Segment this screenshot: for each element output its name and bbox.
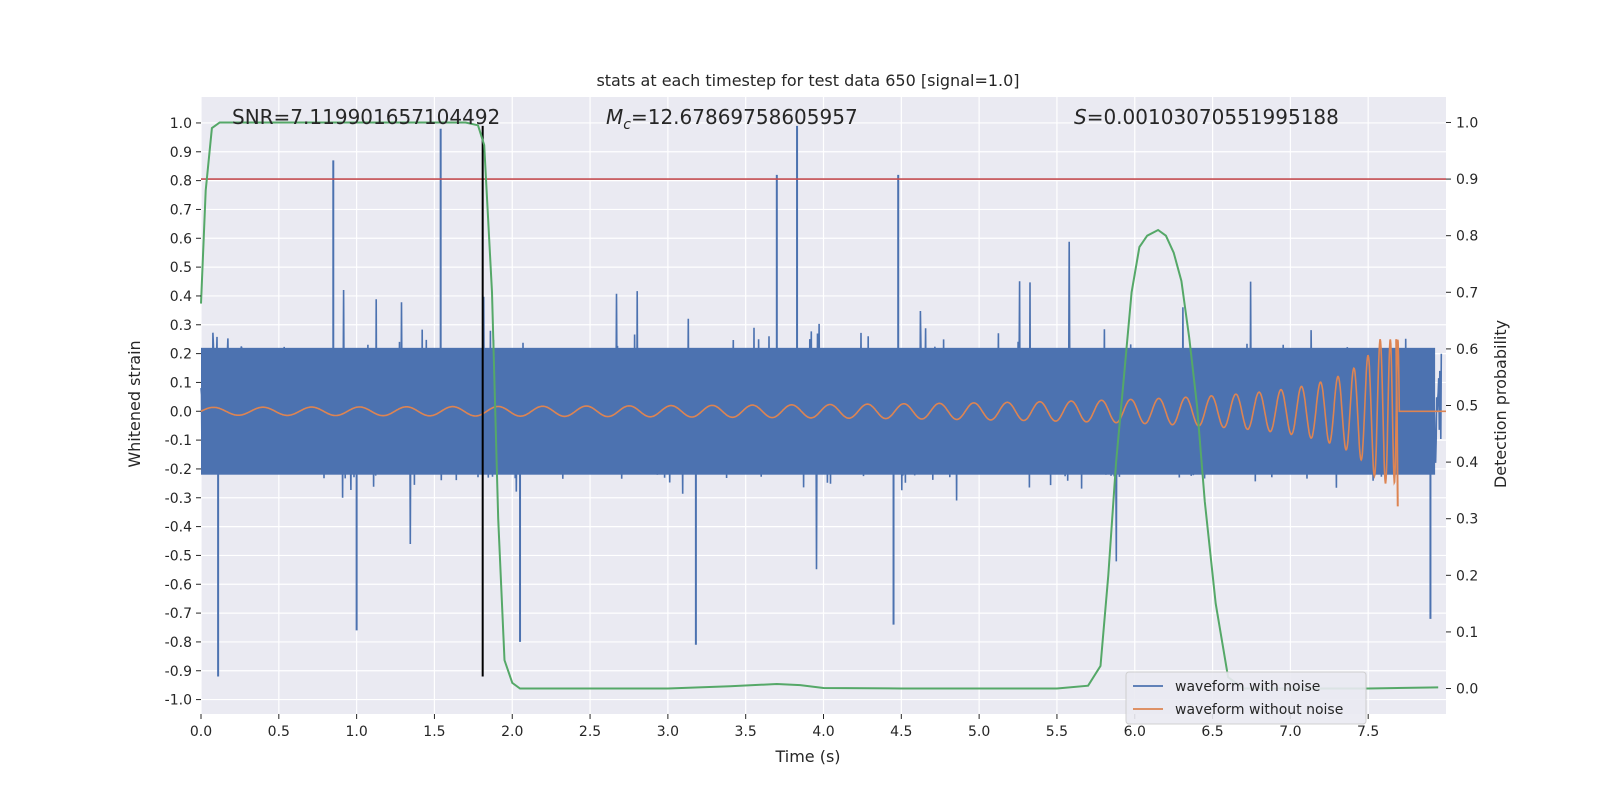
y-tick-label: -0.2	[165, 462, 192, 478]
y-tick-label: -0.8	[165, 635, 192, 651]
y-tick-label: 0.0	[170, 404, 192, 420]
y2-tick-label: 0.5	[1456, 399, 1478, 415]
y2-tick-label: 0.2	[1456, 568, 1478, 584]
x-tick-label: 4.0	[812, 724, 834, 740]
noise-core-band	[201, 347, 1436, 475]
y2-tick-label: 0.7	[1456, 285, 1478, 301]
x-tick-label: 0.0	[190, 724, 212, 740]
clean-merger-peak	[1395, 339, 1399, 507]
mc-annotation: Mc=12.67869758605957	[606, 105, 858, 133]
series-waveform-without-noise	[200, 339, 1446, 507]
y-tick-label: -0.4	[165, 520, 192, 536]
y2-tick-label: 0.9	[1456, 172, 1478, 188]
x-axis-label: Time (s)	[774, 747, 840, 766]
y2-tick-label: 1.0	[1456, 115, 1478, 131]
s-annotation: S=0.00103070551995188	[1074, 105, 1339, 129]
mc-subscript: c	[623, 117, 631, 133]
y-tick-label: 0.3	[170, 318, 192, 334]
snr-annotation: SNR=7.119901657104492	[232, 105, 500, 129]
y-tick-label: 0.9	[170, 145, 192, 161]
y2-tick-label: 0.1	[1456, 625, 1478, 641]
clean-trace	[200, 339, 1446, 486]
y-axis-label: Whitened strain	[125, 340, 144, 467]
y2-tick-label: 0.4	[1456, 455, 1478, 471]
y-tick-label: 0.4	[170, 289, 192, 305]
x-tick-label: 3.0	[657, 724, 679, 740]
legend-box	[1125, 671, 1367, 725]
axes-ticks: 0.0 0.5 1.0 1.5 2.0 2.5 3.0 3.5 4.0 4.5 5.0 5.5 6.0 6…	[165, 115, 1479, 740]
y-tick-label: -1.0	[165, 693, 192, 709]
x-tick-label: 4.5	[890, 724, 912, 740]
y-tick-label: -0.6	[165, 577, 192, 593]
x-tick-label: 1.5	[423, 724, 445, 740]
y-tick-label: 0.7	[170, 202, 192, 218]
s-symbol: S	[1074, 105, 1087, 129]
y2-tick-label: 0.6	[1456, 342, 1478, 358]
x-tick-label: 7.5	[1357, 724, 1379, 740]
y-tick-label: 0.2	[170, 347, 192, 363]
y2-axis-label: Detection probability	[1491, 320, 1510, 488]
y-tick-label: -0.3	[165, 491, 192, 507]
y-tick-label: 0.1	[170, 375, 192, 391]
y-tick-label: -0.1	[165, 433, 192, 449]
x-tick-label: 5.5	[1046, 724, 1068, 740]
x-tick-label: 1.0	[345, 724, 367, 740]
y2-tick-label: 0.8	[1456, 229, 1478, 245]
series-detection-probability	[200, 121, 1446, 690]
y-tick-label: -0.7	[165, 606, 192, 622]
legend-label-noise: waveform with noise	[1175, 679, 1320, 695]
chart-title: stats at each timestep for test data 650…	[596, 71, 1019, 90]
x-tick-label: 2.0	[501, 724, 523, 740]
legend: waveform with noise waveform without noi…	[1125, 671, 1367, 725]
x-tick-label: 7.0	[1279, 724, 1301, 740]
mc-value: =12.67869758605957	[631, 105, 858, 129]
s-value: =0.00103070551995188	[1087, 105, 1339, 129]
x-tick-label: 5.0	[968, 724, 990, 740]
y-tick-label: -0.5	[165, 548, 192, 564]
y-tick-label: 0.8	[170, 174, 192, 190]
y-tick-label: 0.5	[170, 260, 192, 276]
mc-symbol: M	[606, 105, 623, 129]
x-tick-label: 0.5	[268, 724, 290, 740]
x-tick-label: 6.5	[1201, 724, 1223, 740]
x-tick-label: 6.0	[1124, 724, 1146, 740]
x-tick-label: 2.5	[579, 724, 601, 740]
x-tick-label: 3.5	[735, 724, 757, 740]
y-tick-label: 1.0	[170, 116, 192, 132]
y2-tick-label: 0.0	[1456, 682, 1478, 698]
y-tick-label: 0.6	[170, 231, 192, 247]
probability-trace	[200, 121, 1439, 690]
y2-tick-label: 0.3	[1456, 512, 1478, 528]
y-tick-label: -0.9	[165, 664, 192, 680]
legend-label-clean: waveform without noise	[1175, 702, 1343, 718]
